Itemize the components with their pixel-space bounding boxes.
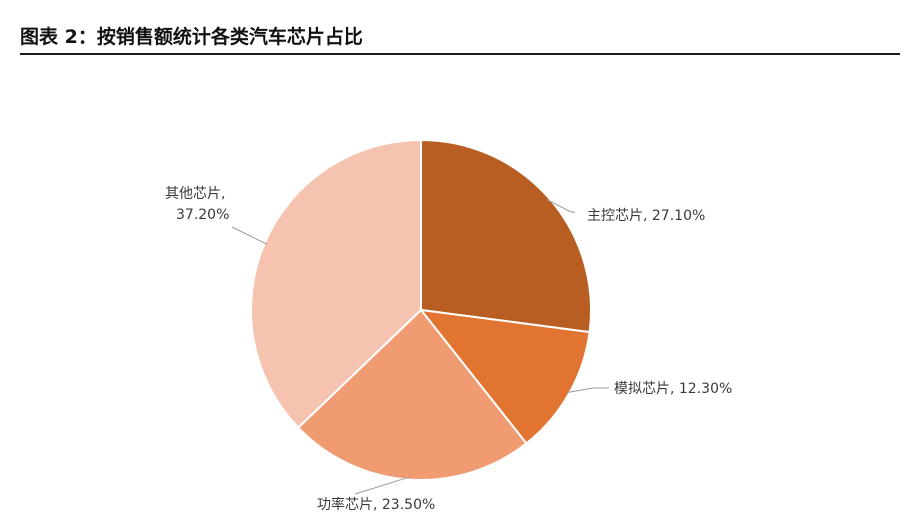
leader-main-control [546, 199, 575, 213]
slice-analog [418, 308, 591, 445]
slice-power [296, 308, 528, 481]
label-power: 功率芯片, 23.50% [317, 496, 435, 513]
leader-power [354, 476, 410, 495]
slice-main-control [420, 138, 592, 334]
title-rule [20, 53, 900, 55]
label-main-control: 主控芯片, 27.10% [587, 208, 705, 224]
label-other-line2: 37.20% [176, 207, 229, 223]
figure-title: 图表 2：按销售额统计各类汽车芯片占比 [20, 26, 363, 48]
leader-other [231, 226, 268, 245]
leader-analog [566, 387, 609, 394]
label-other-line1: 其他芯片, [165, 186, 225, 202]
leader-lines [231, 199, 609, 495]
label-analog: 模拟芯片, 12.30% [614, 381, 732, 397]
pie-slices [250, 138, 592, 481]
